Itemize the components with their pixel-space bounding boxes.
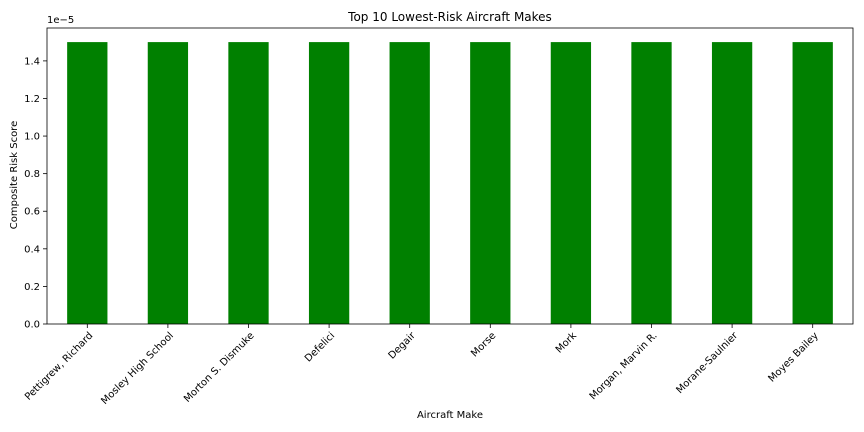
y-tick-label-2: 0.4 bbox=[24, 244, 40, 255]
y-tick-label-4: 0.8 bbox=[24, 169, 40, 180]
x-tick-label-0: Pettigrew, Richard bbox=[23, 330, 95, 402]
y-tick-label-1: 0.2 bbox=[24, 282, 40, 293]
bars-group bbox=[67, 42, 833, 324]
x-axis-ticks: Pettigrew, Richard Mosley High School Mort… bbox=[23, 324, 821, 407]
y-axis-label: Composite Risk Score bbox=[9, 121, 20, 229]
bar-8 bbox=[711, 42, 753, 324]
bar-2 bbox=[228, 42, 269, 324]
bar-6 bbox=[550, 42, 592, 324]
bar-7 bbox=[631, 42, 672, 324]
bar-3 bbox=[308, 42, 350, 324]
y-axis-ticks: 0.0 0.2 0.4 0.6 0.8 1.0 1.2 1.4 bbox=[24, 56, 47, 331]
y-tick-label-0: 0.0 bbox=[24, 320, 40, 331]
chart-title: Top 10 Lowest-Risk Aircraft Makes bbox=[347, 10, 552, 24]
bar-0 bbox=[67, 42, 108, 324]
bar-9 bbox=[792, 42, 833, 324]
x-tick-label-2: Morton S. Dismuke bbox=[182, 330, 257, 405]
bar-4 bbox=[389, 42, 430, 324]
x-tick-label-3: Defelici bbox=[303, 330, 337, 364]
x-tick-label-6: Mork bbox=[554, 330, 579, 355]
y-tick-label-6: 1.2 bbox=[24, 94, 40, 105]
y-tick-label-5: 1.0 bbox=[24, 132, 40, 143]
x-axis-label: Aircraft Make bbox=[417, 410, 483, 421]
x-tick-label-5: Morse bbox=[469, 330, 498, 359]
y-tick-label-7: 1.4 bbox=[24, 56, 40, 67]
bar-1 bbox=[147, 42, 189, 324]
x-tick-label-4: Degair bbox=[387, 330, 419, 362]
y-tick-label-3: 0.6 bbox=[24, 207, 40, 218]
x-tick-label-8: Morane-Saulnier bbox=[674, 330, 740, 396]
x-tick-label-9: Moyes Bailey bbox=[766, 330, 820, 384]
y-axis-offset-label: 1e−5 bbox=[47, 15, 74, 26]
x-tick-label-1: Mosley High School bbox=[99, 330, 176, 407]
bar-5 bbox=[470, 42, 511, 324]
plot-area-frame bbox=[46, 27, 854, 325]
x-tick-label-7: Morgan, Marvin R. bbox=[588, 330, 660, 402]
